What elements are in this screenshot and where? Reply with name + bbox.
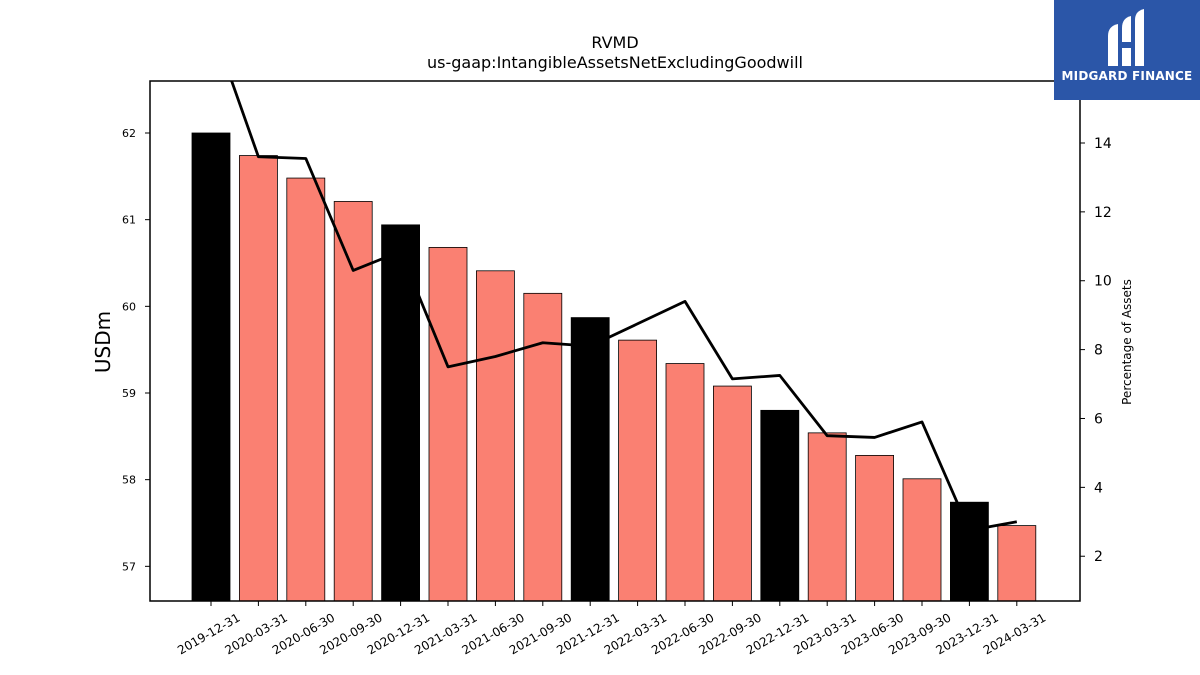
- logo-text: MIDGARD FINANCE: [1061, 69, 1193, 83]
- y2-axis-label: Percentage of Assets: [1120, 279, 1134, 405]
- bar-series: [191, 132, 1037, 602]
- plot-frame: [149, 80, 1081, 602]
- bar-2020-12-31: [381, 224, 421, 602]
- bar-2022-06-30: [665, 363, 705, 602]
- bar-2023-12-31: [950, 501, 989, 602]
- x-axis-ticks: 2019-12-312020-03-312020-06-302020-09-30…: [175, 601, 1048, 657]
- bar-2024-03-31: [997, 525, 1037, 602]
- y2-tick-label: 10: [1094, 274, 1112, 290]
- bar-2021-06-30: [475, 270, 515, 602]
- percentage-line: [230, 81, 1018, 532]
- y2-tick-label: 8: [1094, 343, 1103, 359]
- bar-2021-03-31: [428, 246, 468, 602]
- y2-tick-label: 4: [1094, 480, 1103, 496]
- bar-2022-12-31: [760, 409, 800, 602]
- y-tick-label: 61: [122, 214, 136, 227]
- percentage-line-series: [230, 81, 1018, 532]
- y-tick-label: 59: [122, 387, 136, 400]
- chart-title: RVMD: [591, 33, 638, 52]
- bar-2020-06-30: [286, 177, 326, 602]
- bar-2023-09-30: [902, 478, 942, 602]
- bar-2022-03-31: [618, 339, 657, 602]
- y2-tick-label: 2: [1094, 549, 1103, 565]
- bar-2020-09-30: [333, 201, 373, 602]
- right-axis-ticks: 2 4 6 8 10 12 14: [1080, 136, 1112, 565]
- left-axis-ticks: 57 58 59 60 61 62: [122, 127, 150, 573]
- chart-subtitle: us-gaap:IntangibleAssetsNetExcludingGood…: [427, 53, 803, 72]
- y-tick-label: 60: [122, 300, 136, 313]
- y-tick-label: 62: [122, 127, 136, 140]
- bar-2019-12-31: [191, 132, 231, 602]
- bar-2023-06-30: [855, 454, 894, 602]
- bar-2023-03-31: [807, 432, 847, 602]
- bar-2022-09-30: [713, 385, 752, 602]
- midgard-finance-logo: MIDGARD FINANCE: [1054, 0, 1200, 100]
- y-tick-label: 57: [122, 560, 136, 573]
- bar-2020-03-31: [238, 155, 278, 602]
- bar-2021-12-31: [570, 317, 610, 602]
- y2-tick-label: 6: [1094, 411, 1103, 427]
- y-axis-label: USDm: [91, 311, 115, 373]
- y2-tick-label: 12: [1094, 205, 1112, 221]
- bar-2021-09-30: [523, 292, 563, 602]
- y2-tick-label: 14: [1094, 136, 1112, 152]
- midgard-logo-icon: [1108, 9, 1144, 66]
- y-tick-label: 58: [122, 474, 136, 487]
